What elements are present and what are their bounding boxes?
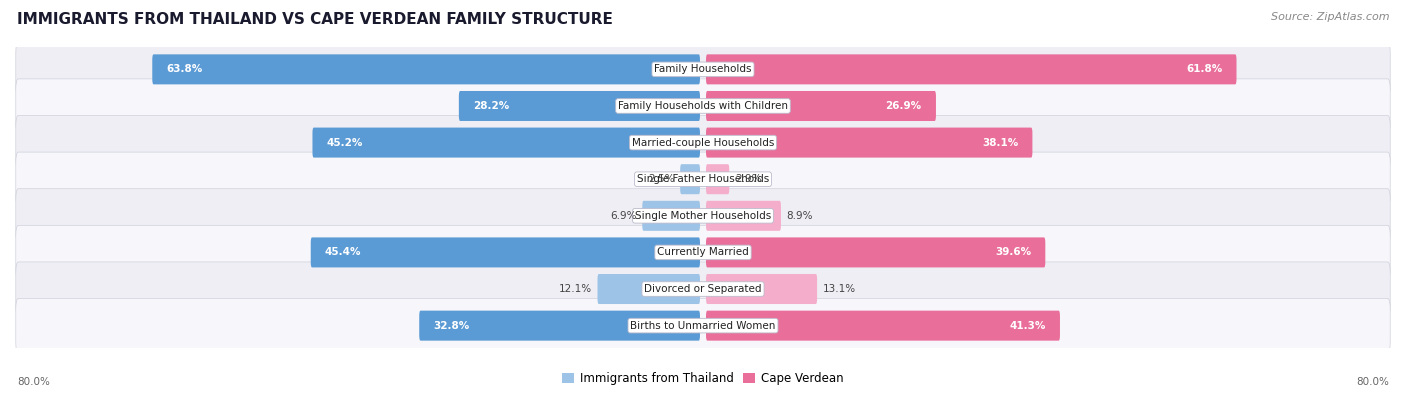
FancyBboxPatch shape: [458, 91, 700, 121]
Text: Divorced or Separated: Divorced or Separated: [644, 284, 762, 294]
Text: IMMIGRANTS FROM THAILAND VS CAPE VERDEAN FAMILY STRUCTURE: IMMIGRANTS FROM THAILAND VS CAPE VERDEAN…: [17, 12, 613, 27]
Text: 8.9%: 8.9%: [786, 211, 813, 221]
Text: 38.1%: 38.1%: [981, 137, 1018, 148]
Text: 13.1%: 13.1%: [823, 284, 856, 294]
Text: 26.9%: 26.9%: [886, 101, 922, 111]
FancyBboxPatch shape: [15, 152, 1391, 206]
FancyBboxPatch shape: [15, 262, 1391, 316]
FancyBboxPatch shape: [152, 55, 700, 85]
Text: Married-couple Households: Married-couple Households: [631, 137, 775, 148]
Legend: Immigrants from Thailand, Cape Verdean: Immigrants from Thailand, Cape Verdean: [558, 367, 848, 390]
FancyBboxPatch shape: [15, 115, 1391, 170]
Text: 2.9%: 2.9%: [735, 174, 762, 184]
FancyBboxPatch shape: [706, 274, 817, 304]
Text: 45.4%: 45.4%: [325, 247, 361, 258]
Text: 12.1%: 12.1%: [558, 284, 592, 294]
Text: 80.0%: 80.0%: [1357, 377, 1389, 387]
Text: 80.0%: 80.0%: [17, 377, 49, 387]
FancyBboxPatch shape: [706, 91, 936, 121]
FancyBboxPatch shape: [15, 225, 1391, 280]
Text: Single Mother Households: Single Mother Households: [636, 211, 770, 221]
FancyBboxPatch shape: [312, 128, 700, 158]
Text: 6.9%: 6.9%: [610, 211, 637, 221]
FancyBboxPatch shape: [706, 164, 730, 194]
FancyBboxPatch shape: [598, 274, 700, 304]
Text: Family Households with Children: Family Households with Children: [619, 101, 787, 111]
Text: 39.6%: 39.6%: [995, 247, 1031, 258]
Text: Currently Married: Currently Married: [657, 247, 749, 258]
FancyBboxPatch shape: [643, 201, 700, 231]
Text: 41.3%: 41.3%: [1010, 321, 1046, 331]
FancyBboxPatch shape: [681, 164, 700, 194]
FancyBboxPatch shape: [15, 42, 1391, 96]
FancyBboxPatch shape: [15, 299, 1391, 353]
Text: 63.8%: 63.8%: [166, 64, 202, 74]
FancyBboxPatch shape: [706, 201, 780, 231]
Text: Single Father Households: Single Father Households: [637, 174, 769, 184]
Text: Births to Unmarried Women: Births to Unmarried Women: [630, 321, 776, 331]
Text: 45.2%: 45.2%: [326, 137, 363, 148]
Text: Source: ZipAtlas.com: Source: ZipAtlas.com: [1271, 12, 1389, 22]
FancyBboxPatch shape: [706, 128, 1032, 158]
Text: 28.2%: 28.2%: [472, 101, 509, 111]
FancyBboxPatch shape: [15, 189, 1391, 243]
FancyBboxPatch shape: [706, 55, 1236, 85]
FancyBboxPatch shape: [419, 310, 700, 340]
Text: 61.8%: 61.8%: [1187, 64, 1222, 74]
FancyBboxPatch shape: [706, 310, 1060, 340]
FancyBboxPatch shape: [311, 237, 700, 267]
FancyBboxPatch shape: [706, 237, 1045, 267]
Text: 32.8%: 32.8%: [433, 321, 470, 331]
Text: Family Households: Family Households: [654, 64, 752, 74]
FancyBboxPatch shape: [15, 79, 1391, 133]
Text: 2.5%: 2.5%: [648, 174, 675, 184]
